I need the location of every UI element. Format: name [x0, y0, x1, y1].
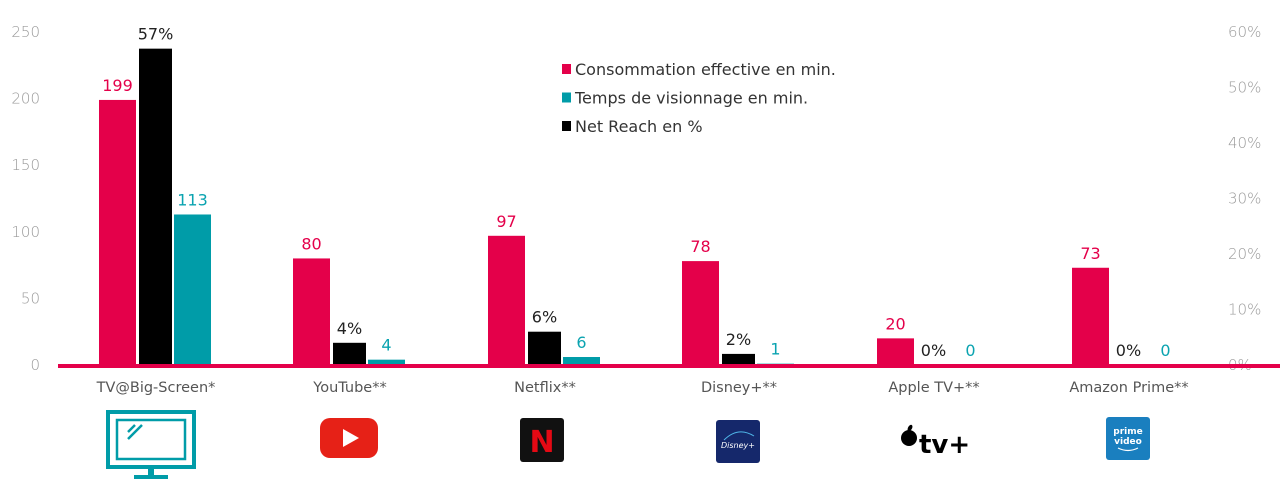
left-tick-label: 100 [11, 223, 40, 241]
data-label: 4% [337, 319, 362, 338]
data-label: 2% [726, 330, 751, 349]
data-label: 1 [770, 340, 780, 359]
category-label: YouTube** [312, 380, 386, 396]
bar-temps [368, 359, 405, 365]
bar-net-reach [722, 353, 755, 365]
svg-text:prime: prime [1113, 427, 1142, 437]
left-tick-label: 200 [11, 90, 40, 108]
legend-item: Net Reach en % [575, 117, 703, 136]
right-tick-label: 10% [1228, 301, 1261, 319]
legend: Consommation effective en min. Temps de v… [562, 60, 836, 136]
data-label: 4 [381, 336, 391, 355]
tv-monitor-icon [106, 410, 196, 479]
data-label: 6 [576, 333, 586, 352]
bar-consommation [99, 99, 136, 365]
bar-consommation [877, 338, 914, 365]
data-label: 73 [1080, 244, 1100, 263]
left-tick-label: 0 [30, 356, 40, 374]
legend-swatch [562, 92, 571, 103]
data-label: 6% [532, 308, 557, 327]
category-label: TV@Big-Screen* [96, 380, 216, 396]
category-label: Apple TV+** [888, 380, 979, 396]
legend-item: Temps de visionnage en min. [574, 89, 808, 108]
bar-net-reach [528, 331, 561, 365]
bar-temps [563, 357, 600, 365]
prime-video-icon: prime video [1106, 417, 1150, 460]
right-tick-label: 50% [1228, 79, 1261, 97]
apple-tv-plus-icon: tv+ [901, 424, 970, 460]
legend-swatch [562, 64, 571, 74]
bar-consommation [293, 258, 330, 365]
svg-text:tv+: tv+ [919, 430, 970, 460]
category-label: Disney+** [701, 380, 777, 396]
left-tick-label: 150 [11, 156, 40, 174]
youtube-icon [320, 418, 378, 458]
left-tick-label: 50 [21, 289, 40, 307]
data-label: 0% [921, 341, 946, 360]
right-tick-label: 20% [1228, 245, 1261, 263]
disney-plus-icon: Disney+ [716, 420, 760, 463]
platform-icons: N Disney+ tv+ prime video [106, 410, 1150, 479]
right-tick-label: 60% [1228, 23, 1261, 41]
data-label: 97 [496, 212, 516, 231]
left-tick-label: 250 [11, 23, 40, 41]
bar-consommation [682, 261, 719, 365]
data-label: 20 [885, 314, 905, 333]
bars: 199 57% 113 80 4% 4 97 6% 6 78 2% 1 20 0% 0 73 0% 0 [99, 25, 1171, 366]
data-label: 0 [965, 341, 975, 360]
category-label: Amazon Prime** [1069, 380, 1188, 396]
bar-net-reach [139, 48, 172, 366]
bar-temps [174, 214, 211, 365]
data-label: 0% [1116, 341, 1141, 360]
legend-swatch [562, 121, 571, 131]
data-label: 78 [690, 237, 710, 256]
data-label: 80 [301, 234, 321, 253]
right-axis: 0%10%20%30%40%50%60% [1228, 23, 1261, 374]
left-axis: 0 50 100 150 200 250 [11, 23, 40, 374]
baseline [58, 364, 1280, 368]
bar-consommation [1072, 267, 1109, 365]
bar-consommation [488, 235, 525, 365]
right-tick-label: 30% [1228, 190, 1261, 208]
data-label: 113 [177, 190, 208, 209]
right-tick-label: 40% [1228, 134, 1261, 152]
category-labels: TV@Big-Screen* YouTube** Netflix** Disney+*… [96, 380, 1189, 396]
data-label: 57% [138, 25, 174, 44]
bar-net-reach [333, 342, 366, 365]
svg-text:video: video [1114, 437, 1142, 447]
category-label: Netflix** [514, 380, 576, 396]
svg-text:N: N [529, 425, 554, 460]
data-label: 0 [1160, 341, 1170, 360]
legend-item: Consommation effective en min. [575, 60, 836, 79]
data-label: 199 [102, 76, 133, 95]
svg-text:Disney+: Disney+ [721, 441, 755, 450]
netflix-icon: N [520, 418, 564, 462]
